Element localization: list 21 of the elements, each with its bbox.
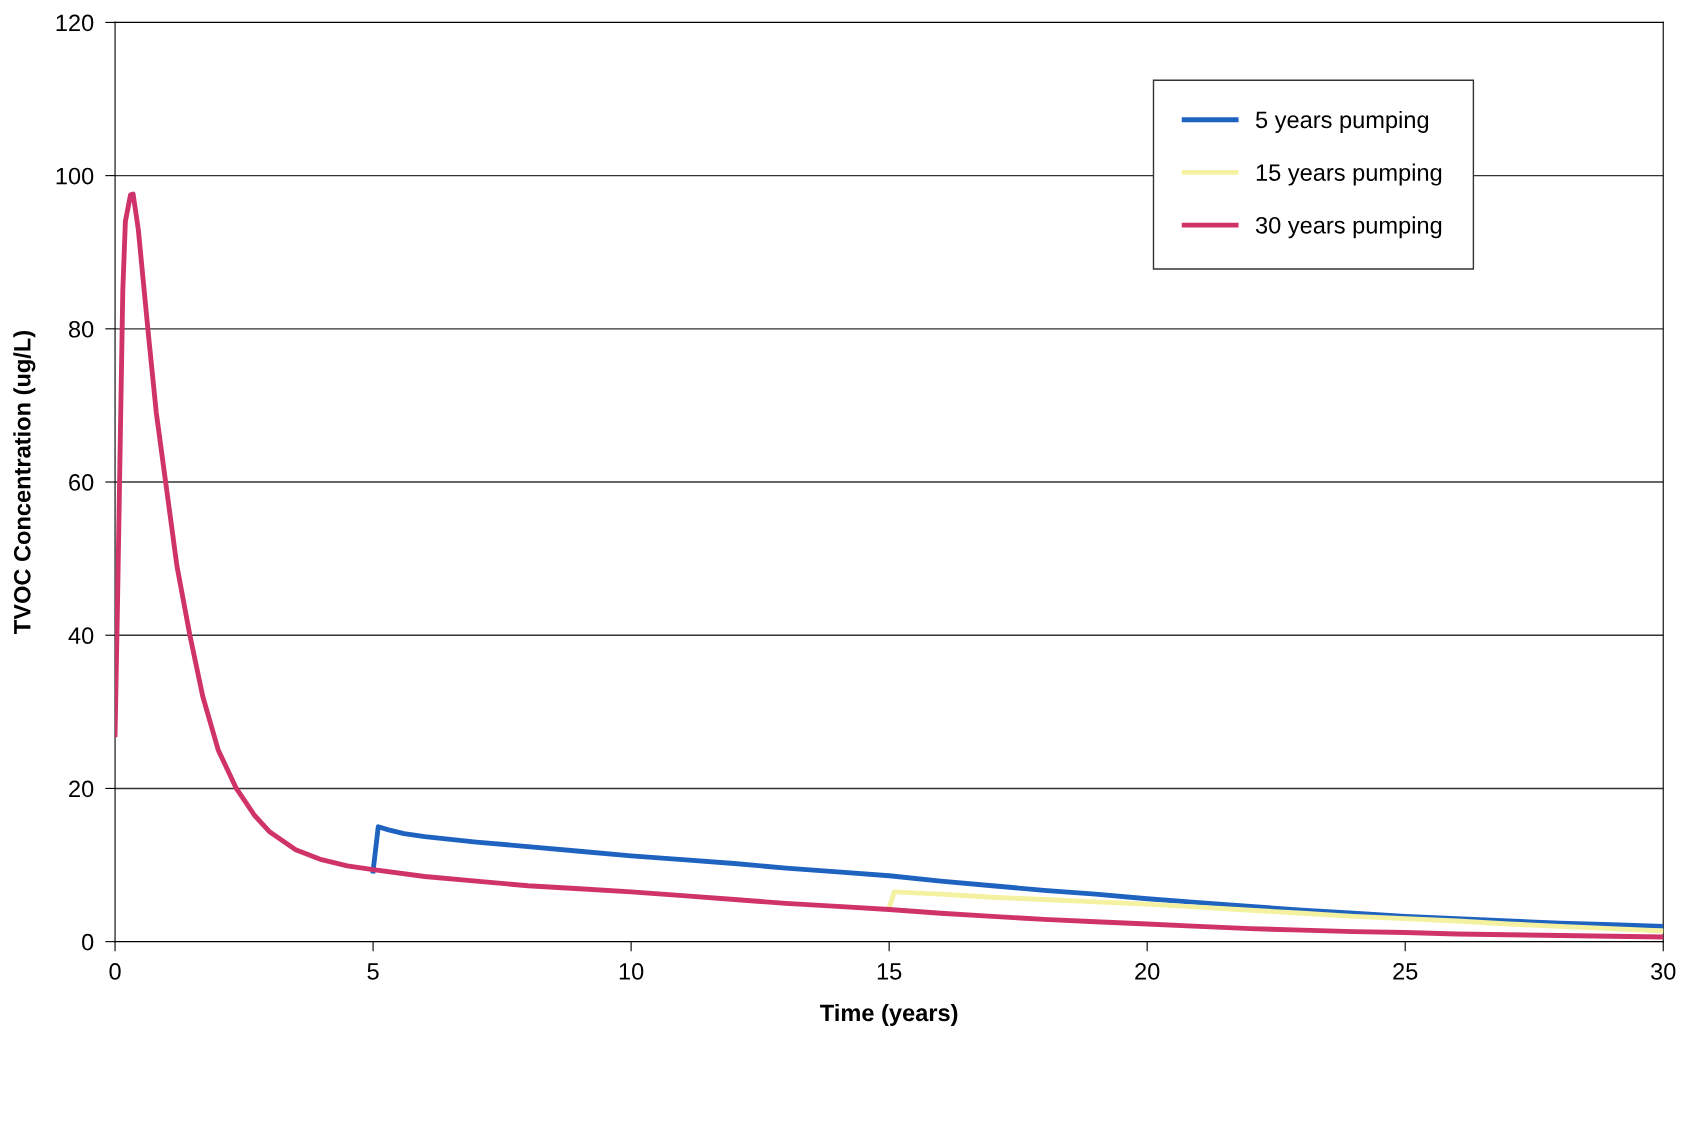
y-tick-label: 0 bbox=[82, 933, 94, 951]
x-tick-label: 5 bbox=[367, 963, 379, 980]
y-axis-title: TVOC Concentration (ug/L) bbox=[13, 331, 36, 634]
y-tick-label: 20 bbox=[69, 780, 94, 798]
x-tick-label: 25 bbox=[1393, 963, 1418, 980]
y-tick-label: 100 bbox=[56, 167, 94, 185]
x-tick-label: 10 bbox=[619, 963, 644, 980]
legend-label: 5 years pumping bbox=[1255, 110, 1429, 133]
y-tick-label: 40 bbox=[68, 627, 94, 645]
y-tick-label: 120 bbox=[56, 14, 94, 32]
y-tick-label: 80 bbox=[68, 320, 94, 338]
x-tick-label: 30 bbox=[1651, 963, 1676, 980]
x-tick-label: 15 bbox=[877, 963, 902, 980]
x-tick-label: 0 bbox=[109, 963, 121, 980]
x-tick-label: 20 bbox=[1135, 963, 1160, 980]
x-axis-title: Time (years) bbox=[820, 1003, 958, 1026]
legend-label: 30 years pumping bbox=[1255, 216, 1442, 239]
line-series bbox=[370, 824, 1664, 929]
y-tick-label: 60 bbox=[69, 474, 94, 491]
line-series bbox=[886, 889, 1664, 934]
legend-label: 15 years pumping bbox=[1256, 163, 1442, 186]
